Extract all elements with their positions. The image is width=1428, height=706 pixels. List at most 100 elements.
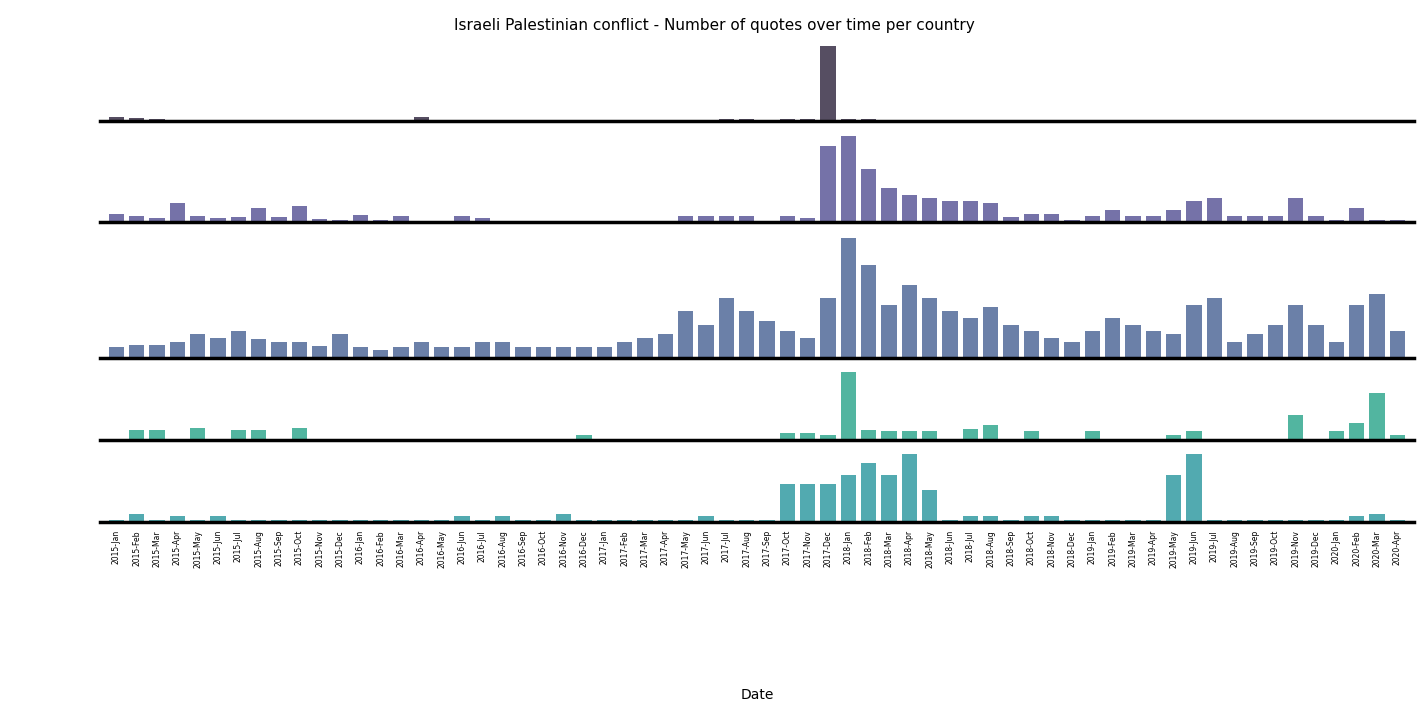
Bar — [1105, 120, 1121, 121]
Bar — [760, 439, 774, 440]
Bar — [1167, 475, 1181, 522]
Bar — [982, 307, 998, 358]
Bar — [637, 120, 653, 121]
Bar — [1145, 216, 1161, 222]
Bar — [291, 428, 307, 440]
Bar — [658, 520, 673, 522]
Bar — [800, 218, 815, 222]
Bar — [901, 454, 917, 522]
Bar — [1227, 520, 1242, 522]
Bar — [1207, 520, 1222, 522]
Bar — [1085, 431, 1100, 440]
Bar — [373, 520, 388, 522]
Bar — [942, 311, 958, 358]
Bar — [393, 520, 408, 522]
Bar — [1207, 439, 1222, 440]
Bar — [210, 439, 226, 440]
Bar — [1125, 325, 1141, 358]
Bar — [496, 221, 510, 222]
Bar — [698, 216, 714, 222]
Bar — [740, 119, 754, 121]
Bar — [170, 203, 184, 222]
Bar — [1227, 216, 1242, 222]
Bar — [271, 520, 287, 522]
Bar — [597, 221, 613, 222]
Bar — [231, 217, 246, 222]
Bar — [1145, 331, 1161, 358]
Bar — [109, 347, 124, 358]
Bar — [1145, 520, 1161, 522]
Bar — [536, 347, 551, 358]
Bar — [780, 331, 795, 358]
Bar — [740, 311, 754, 358]
Bar — [1167, 334, 1181, 358]
Bar — [881, 119, 897, 121]
Bar — [698, 439, 714, 440]
Bar — [170, 120, 184, 121]
Bar — [861, 119, 877, 121]
Bar — [1004, 325, 1018, 358]
Bar — [617, 520, 633, 522]
Bar — [150, 345, 164, 358]
Bar — [1044, 214, 1060, 222]
Bar — [597, 520, 613, 522]
Bar — [353, 439, 368, 440]
Bar — [434, 221, 450, 222]
Bar — [109, 520, 124, 522]
Bar — [1105, 439, 1121, 440]
Bar — [577, 435, 591, 440]
Bar — [496, 342, 510, 358]
Bar — [1268, 439, 1282, 440]
Bar — [637, 439, 653, 440]
Bar — [1187, 304, 1202, 358]
Bar — [821, 298, 835, 358]
Bar — [922, 198, 937, 222]
Bar — [109, 214, 124, 222]
Bar — [231, 430, 246, 440]
Bar — [1369, 294, 1385, 358]
Bar — [373, 220, 388, 222]
Bar — [1167, 210, 1181, 222]
Bar — [658, 221, 673, 222]
Bar — [800, 119, 815, 121]
Bar — [393, 347, 408, 358]
Bar — [536, 520, 551, 522]
Bar — [414, 117, 428, 121]
Bar — [353, 520, 368, 522]
Text: Date: Date — [740, 688, 774, 702]
Bar — [678, 439, 693, 440]
Bar — [1389, 120, 1405, 121]
Bar — [1207, 298, 1222, 358]
Bar — [962, 429, 978, 440]
Bar — [1064, 520, 1080, 522]
Bar — [1187, 201, 1202, 222]
Bar — [821, 46, 835, 121]
Bar — [1167, 120, 1181, 121]
Bar — [617, 221, 633, 222]
Bar — [597, 347, 613, 358]
Bar — [1288, 304, 1304, 358]
Bar — [190, 520, 206, 522]
Bar — [271, 342, 287, 358]
Bar — [1268, 216, 1282, 222]
Bar — [516, 520, 531, 522]
Bar — [942, 201, 958, 222]
Bar — [536, 439, 551, 440]
Bar — [434, 347, 450, 358]
Bar — [1064, 439, 1080, 440]
Bar — [901, 431, 917, 440]
Bar — [333, 520, 347, 522]
Bar — [1248, 334, 1262, 358]
Bar — [496, 516, 510, 522]
Bar — [1024, 516, 1040, 522]
Bar — [170, 516, 184, 522]
Bar — [1308, 325, 1324, 358]
Bar — [1064, 120, 1080, 121]
Bar — [1349, 304, 1364, 358]
Bar — [373, 349, 388, 358]
Bar — [291, 520, 307, 522]
Bar — [901, 119, 917, 121]
Bar — [922, 431, 937, 440]
Bar — [1329, 342, 1344, 358]
Bar — [1145, 439, 1161, 440]
